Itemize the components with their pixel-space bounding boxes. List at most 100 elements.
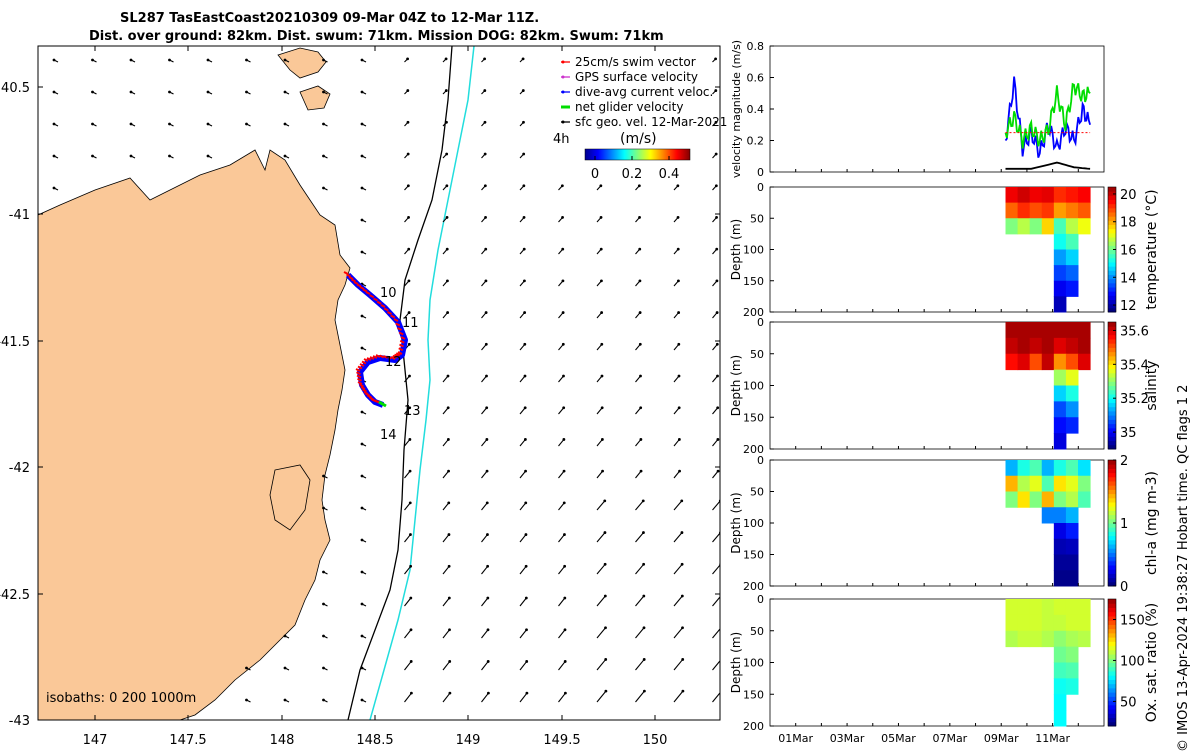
velocity-vector-head — [716, 469, 720, 473]
day-label: 11 — [402, 316, 419, 331]
velocity-vector-head — [322, 58, 325, 62]
time-axis-label: 11Mar — [1035, 732, 1070, 745]
velocity-vector-head — [524, 596, 528, 600]
velocity-vector-head — [638, 311, 642, 314]
velocity-vector-head — [168, 122, 171, 126]
heatmap-cell — [1053, 385, 1067, 402]
velocity-vector — [673, 595, 683, 607]
velocity-vector — [558, 534, 565, 543]
velocity-vector — [442, 502, 450, 511]
velocity-vector-head — [715, 342, 719, 346]
colorbar-tick-label: 0.4 — [659, 167, 680, 182]
map-y-axis: 40.5 -41 -41.5 -42 -42.5 -43 — [0, 81, 720, 729]
velocity-vector-head — [445, 184, 449, 188]
velocity-vector-head — [562, 438, 566, 441]
colorbar-segment — [1108, 195, 1116, 200]
heatmap-cell — [1065, 218, 1079, 235]
colorbar-segment — [1108, 220, 1116, 225]
velocity-vector — [558, 502, 565, 511]
colorbar-segment — [1108, 326, 1116, 331]
velocity-vector — [481, 502, 488, 511]
velocity-vector — [712, 439, 719, 447]
colorbar-segment — [1108, 191, 1116, 196]
colorbar-segment — [1108, 506, 1116, 511]
colorbar-segment — [1108, 662, 1116, 668]
swim-vector — [393, 318, 399, 322]
velocity-vector — [558, 470, 565, 479]
colorbar-segment — [1108, 603, 1116, 608]
colorbar-segment — [1108, 402, 1116, 408]
colorbar-segment — [1108, 523, 1116, 528]
velocity-vector-head — [680, 562, 684, 566]
colorbar-segment — [1108, 670, 1116, 676]
colorbar-tick-label: 2 — [1120, 454, 1128, 469]
velocity-vector-head — [447, 469, 450, 473]
velocity-vector-head — [406, 152, 410, 156]
velocity-vector-head — [563, 596, 567, 600]
velocity-vector-head — [601, 469, 604, 473]
depth-panel: 12 14 16 18 20 temperature (°C) 0 50 100 150 200 De… — [729, 181, 1160, 319]
heatmap-cell — [1078, 599, 1091, 616]
velocity-vector-head — [560, 184, 564, 188]
heatmap-cell — [1065, 507, 1079, 524]
heatmap-cell — [1041, 218, 1055, 235]
heatmap-cell — [1053, 322, 1067, 339]
velocity-vector-head — [448, 660, 452, 663]
velocity-vector-head — [445, 120, 448, 124]
colorbar-tick-label: 35.2 — [1120, 392, 1149, 407]
velocity-vector-head — [604, 626, 607, 630]
colorbar-segment — [1108, 628, 1116, 634]
colorbar-segment — [1108, 364, 1116, 370]
velocity-vector-head — [563, 660, 567, 663]
colorbar-segment — [1108, 203, 1116, 209]
velocity-vector — [712, 532, 720, 543]
velocity-vector-head — [245, 122, 248, 126]
colorbar-segment — [1108, 687, 1116, 693]
heatmap-cell — [1065, 662, 1079, 679]
heatmap-cell — [1065, 570, 1079, 587]
velocity-vector — [442, 534, 450, 543]
velocity-vector-head — [409, 533, 412, 536]
colorbar-segment — [1108, 531, 1116, 537]
velocity-vector — [673, 470, 680, 479]
velocity-vector-head — [360, 474, 364, 478]
colorbar-segment — [1108, 207, 1116, 213]
colorbar-segment — [1108, 637, 1116, 642]
time-axis-label: 07Mar — [932, 732, 967, 745]
swim-vector — [392, 354, 398, 359]
velocity-vector — [481, 565, 489, 575]
colorbar-segment — [1108, 654, 1116, 659]
velocity-vector — [673, 563, 683, 575]
velocity-vector-head — [681, 689, 685, 693]
swim-vector — [359, 383, 364, 388]
velocity-vector-head — [561, 311, 565, 314]
velocity-vector-head — [681, 658, 685, 661]
heatmap-cell — [1065, 249, 1079, 266]
velocity-vector-head — [604, 658, 608, 661]
heatmap-cell — [1029, 337, 1043, 355]
legend-entry-label: net glider velocity — [575, 100, 683, 114]
colorbar-segment — [1108, 212, 1116, 217]
velocity-vector-head — [524, 564, 528, 568]
heatmap-cell — [1065, 630, 1079, 648]
colorbar-segment — [1108, 343, 1116, 348]
panel-y-tick-label: 0 — [757, 181, 764, 194]
heatmap-cell — [1078, 322, 1091, 339]
velocity-vector-head — [485, 438, 489, 441]
colorbar-segment — [1108, 257, 1116, 263]
colorbar-segment — [1108, 385, 1116, 391]
velocity-vector — [635, 690, 645, 703]
velocity-vector-head — [485, 406, 489, 410]
swim-vector — [357, 365, 363, 370]
colorbar-segment — [1108, 249, 1116, 255]
velocity-vector-head — [407, 342, 411, 346]
heatmap-cell — [1017, 460, 1031, 477]
legend-swatch-head — [561, 90, 565, 94]
velocity-vector-head — [603, 531, 607, 534]
colorbar-segment — [1108, 299, 1116, 305]
map-x-tick-label: 148 — [270, 733, 295, 748]
legend-swatch-head — [561, 75, 565, 79]
heatmap-cell — [1005, 218, 1019, 235]
swim-vector — [351, 278, 356, 283]
